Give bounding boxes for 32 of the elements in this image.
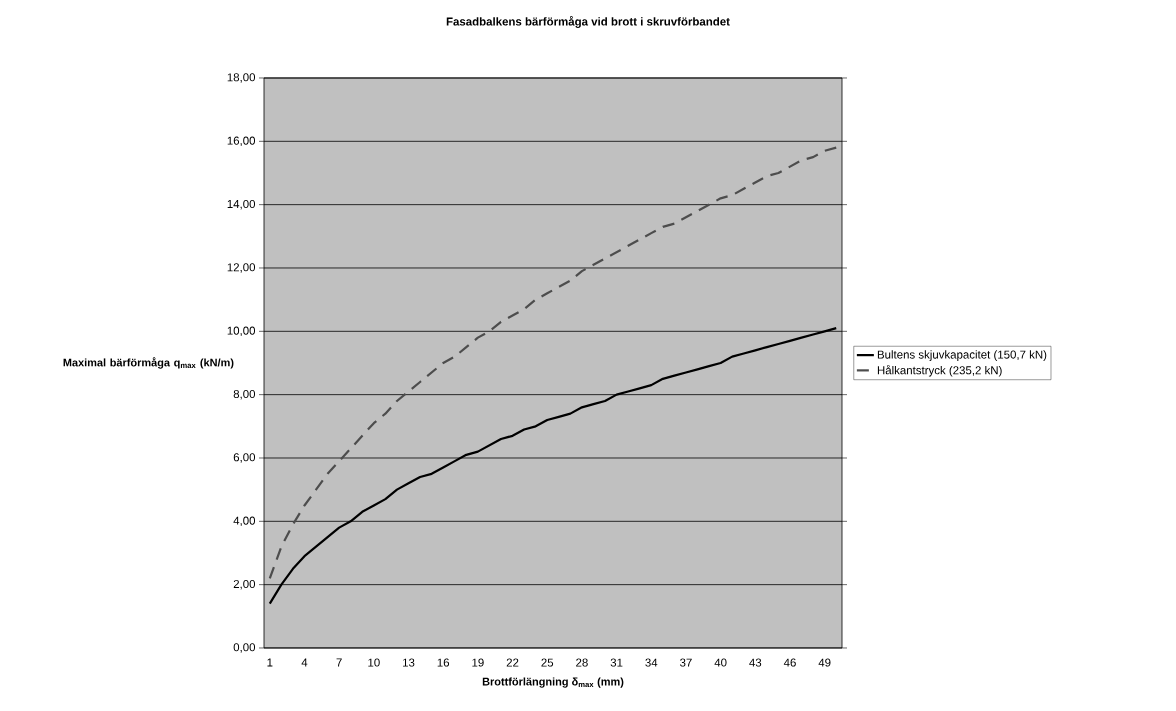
y-tick-label: 14,00 xyxy=(227,199,256,210)
x-tick-label: 43 xyxy=(749,658,762,667)
y-tick-label: 2,00 xyxy=(233,579,256,590)
x-tick-label: 40 xyxy=(714,658,727,667)
x-tick-label: 37 xyxy=(680,658,692,667)
x-axis-title: Brottförlängning δ$_{max}$ (mm) xyxy=(482,677,624,688)
x-tick-label: 19 xyxy=(472,658,484,667)
y-axis-title: Maximal bärförmåga q$_{max}$ (kN/m) xyxy=(63,357,234,369)
x-tick-label: 4 xyxy=(301,658,308,667)
legend-label: Bultens skjuvkapacitet (150,7 kN) xyxy=(877,350,1047,361)
x-tick-label: 10 xyxy=(368,658,380,667)
y-tick-label: 10,00 xyxy=(227,326,256,337)
y-tick-label: 12,00 xyxy=(227,263,256,273)
x-tick-label: 25 xyxy=(541,658,554,667)
x-tick-label: 46 xyxy=(783,658,796,667)
x-tick-label: 28 xyxy=(576,658,588,667)
x-tick-label: 34 xyxy=(645,658,658,667)
x-tick-label: 13 xyxy=(403,658,415,667)
x-tick-label: 31 xyxy=(610,658,623,667)
x-tick-label: 49 xyxy=(818,658,831,667)
x-tick-label: 16 xyxy=(437,658,450,667)
y-tick-label: 6,00 xyxy=(233,453,256,463)
y-tick-label: 16,00 xyxy=(227,136,256,147)
chart-title: Fasadbalkens bärförmåga vid brott i skruvförbandet xyxy=(446,16,730,28)
y-tick-label: 4,00 xyxy=(233,516,256,527)
legend-label: Hålkantstryck (235,2 kN) xyxy=(877,365,1002,377)
y-tick-label: 0,00 xyxy=(233,643,256,653)
x-tick-label: 22 xyxy=(506,658,519,667)
x-tick-label: 7 xyxy=(336,658,342,667)
y-tick-label: 8,00 xyxy=(233,389,256,400)
y-tick-label: 18,00 xyxy=(227,73,256,83)
x-tick-label: 1 xyxy=(267,658,273,667)
